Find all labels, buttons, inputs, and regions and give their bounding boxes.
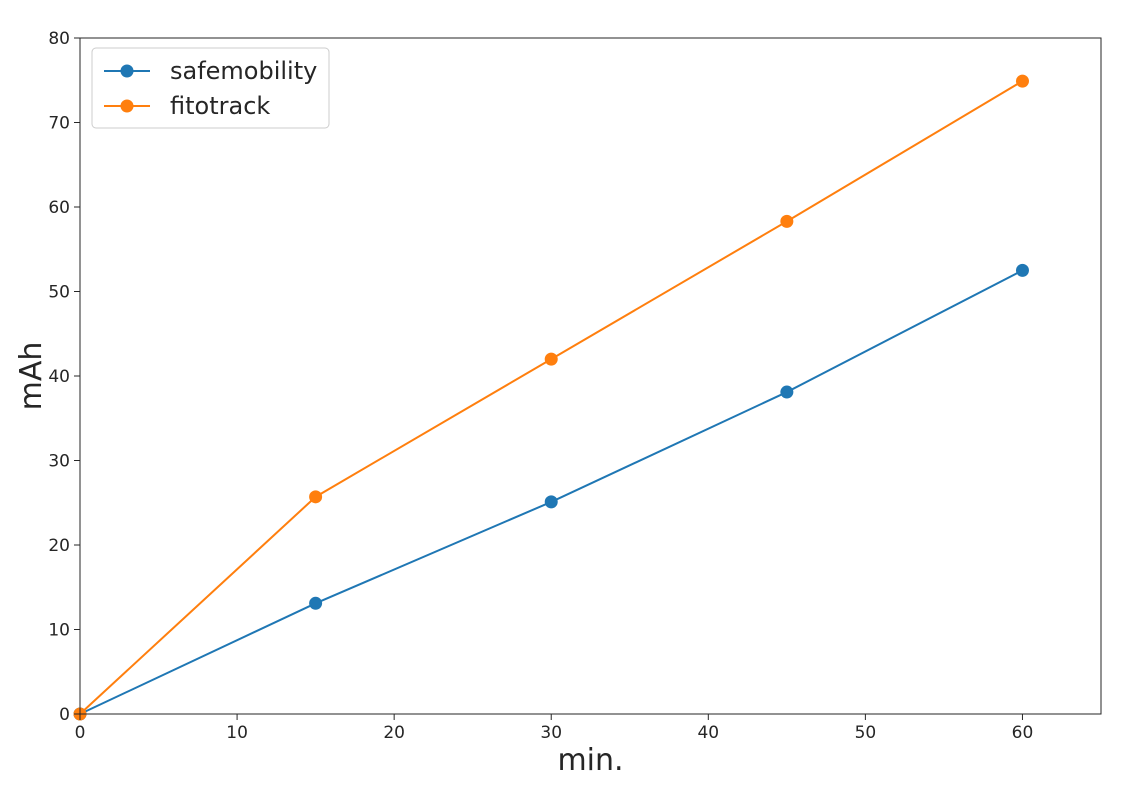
legend-marker bbox=[120, 99, 134, 113]
series-safemobility bbox=[73, 263, 1029, 721]
data-point-fitotrack bbox=[780, 214, 794, 228]
legend-box bbox=[91, 47, 330, 129]
y-tick-label: 0 bbox=[59, 705, 70, 725]
data-point-fitotrack bbox=[544, 352, 558, 366]
y-tick-label: 10 bbox=[48, 621, 70, 641]
y-tick-label: 30 bbox=[48, 452, 70, 472]
legend: safemobility fitotrack bbox=[91, 47, 330, 129]
y-tick-label: 70 bbox=[48, 114, 70, 134]
legend-marker bbox=[120, 64, 134, 78]
data-point-fitotrack bbox=[309, 490, 323, 504]
x-tick-label: 0 bbox=[75, 723, 86, 743]
y-tick-label: 20 bbox=[48, 536, 70, 556]
x-tick-label: 20 bbox=[383, 723, 405, 743]
x-tick-label: 10 bbox=[226, 723, 248, 743]
ticks-layer: 0 10 20 30 40 50 60 0 10 20 30 40 50 60 70 80 bbox=[48, 29, 1033, 743]
x-axis-label: min. bbox=[557, 743, 623, 778]
x-tick-label: 40 bbox=[697, 723, 719, 743]
y-axis-label: mAh bbox=[14, 342, 49, 411]
legend-item-fitotrack: fitotrack bbox=[104, 92, 270, 120]
series-line-safemobility bbox=[79, 269, 1023, 715]
legend-label: fitotrack bbox=[170, 92, 270, 120]
legend-item-safemobility: safemobility bbox=[104, 57, 317, 85]
data-point-fitotrack bbox=[1015, 74, 1029, 88]
plot-frame bbox=[79, 37, 1102, 715]
data-point-safemobility bbox=[544, 495, 558, 509]
data-point-safemobility bbox=[309, 596, 323, 610]
legend-label: safemobility bbox=[170, 57, 317, 85]
y-tick-label: 80 bbox=[48, 29, 70, 49]
x-tick-label: 30 bbox=[540, 723, 562, 743]
y-tick-label: 40 bbox=[48, 367, 70, 387]
series-layer bbox=[73, 74, 1029, 721]
x-tick-label: 50 bbox=[855, 723, 877, 743]
data-point-safemobility bbox=[1015, 263, 1029, 277]
y-tick-label: 60 bbox=[48, 198, 70, 218]
y-tick-label: 50 bbox=[48, 283, 70, 303]
data-point-safemobility bbox=[780, 385, 794, 399]
series-fitotrack bbox=[73, 74, 1029, 721]
x-tick-label: 60 bbox=[1012, 723, 1034, 743]
series-line-fitotrack bbox=[79, 80, 1023, 715]
